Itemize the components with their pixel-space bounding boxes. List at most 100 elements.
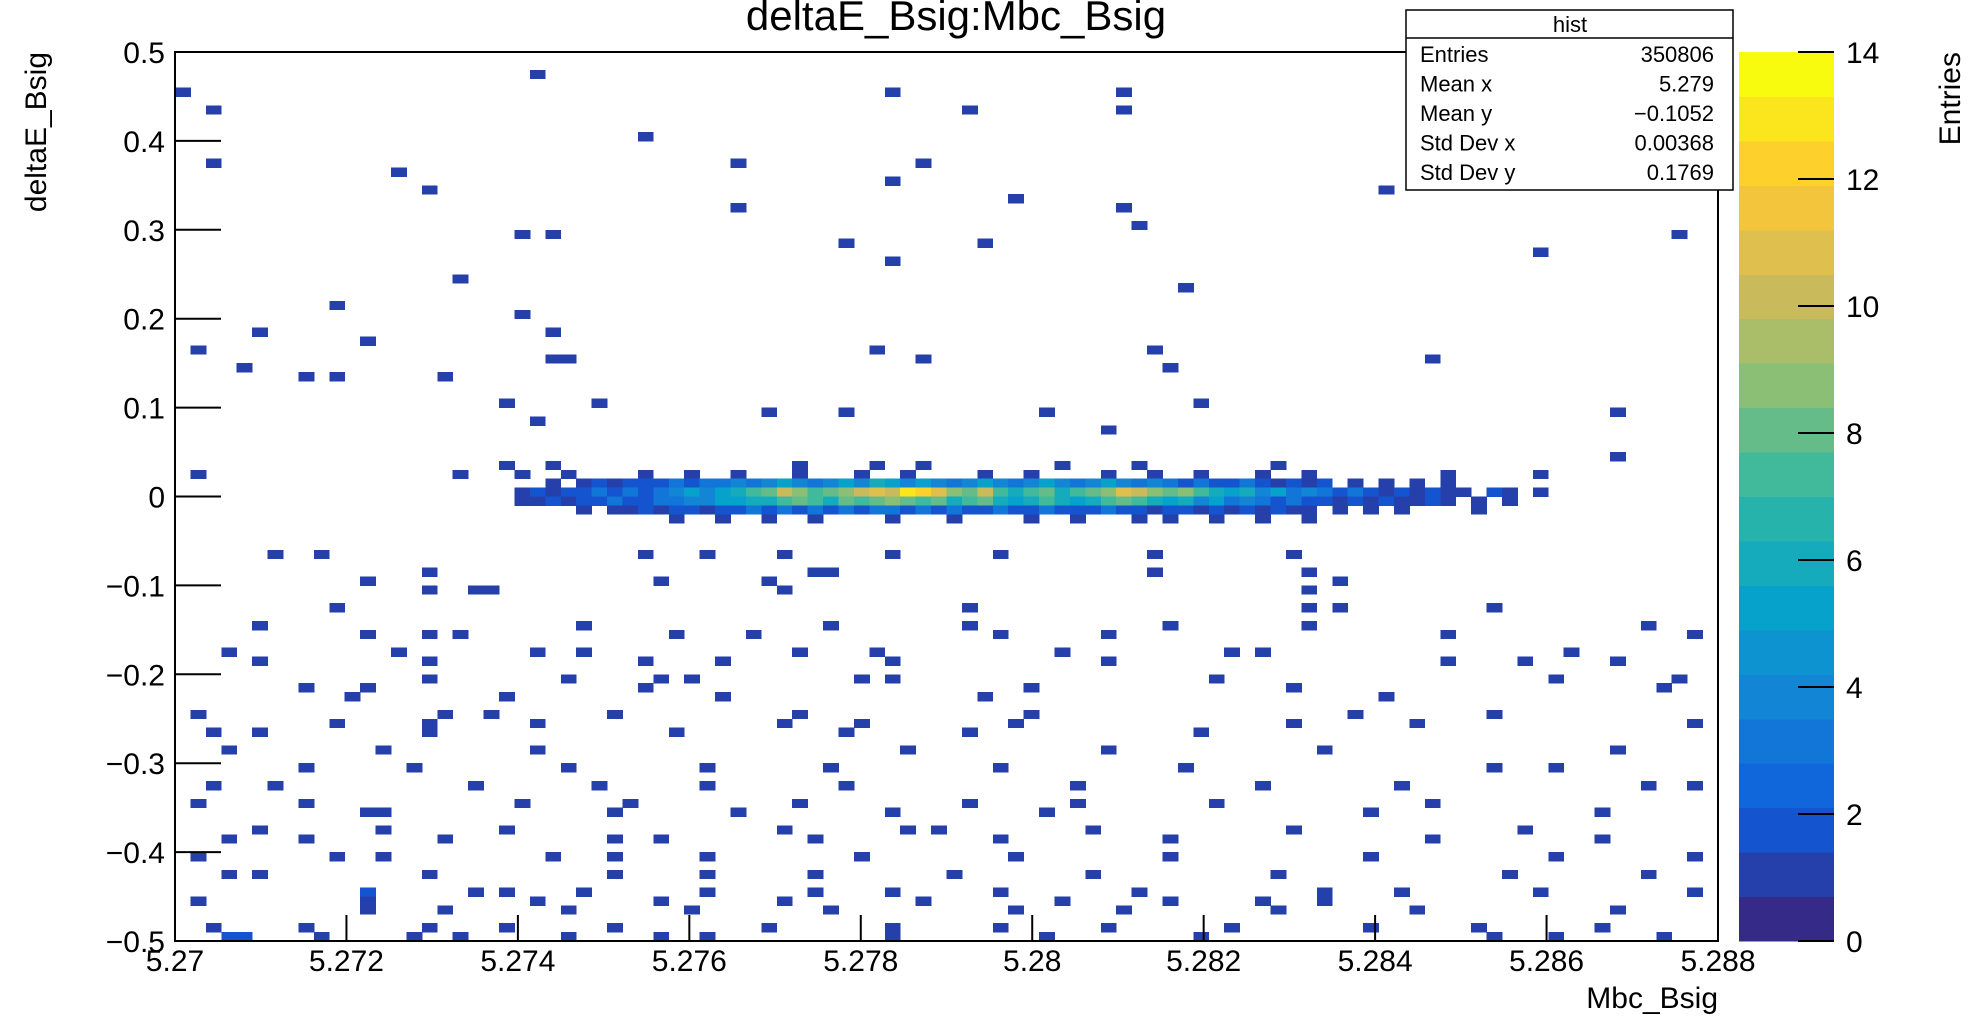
- cell: [761, 478, 778, 489]
- cell: [1008, 505, 1025, 515]
- cell: [853, 674, 870, 684]
- cell: [1085, 478, 1102, 489]
- cell: [1471, 505, 1487, 515]
- cell: [1116, 105, 1133, 115]
- cell: [1409, 905, 1426, 915]
- cell: [529, 647, 546, 657]
- cell: [823, 505, 839, 515]
- cell: [961, 505, 978, 515]
- cell: [1224, 487, 1241, 497]
- cell: [267, 549, 284, 560]
- cell: [1393, 496, 1410, 506]
- cell: [1594, 834, 1611, 844]
- cell: [1177, 496, 1194, 506]
- cell: [190, 469, 207, 480]
- cell: [653, 478, 670, 489]
- y-tick-label: −0.1: [106, 570, 165, 603]
- cell: [576, 647, 593, 657]
- cell: [560, 469, 577, 480]
- cell: [931, 478, 947, 489]
- x-tick-label: 5.288: [1680, 945, 1755, 978]
- cell: [1424, 798, 1441, 809]
- cell: [961, 727, 978, 737]
- cell: [1239, 487, 1256, 497]
- cell: [1501, 869, 1518, 880]
- cell: [730, 158, 747, 168]
- cell: [1039, 487, 1055, 497]
- cell: [298, 923, 315, 933]
- cell: [884, 807, 901, 817]
- cell: [1147, 345, 1163, 355]
- cell: [298, 372, 315, 382]
- cell: [684, 487, 701, 497]
- cell: [1023, 505, 1040, 515]
- cell: [1224, 647, 1241, 657]
- cell: [1162, 896, 1179, 906]
- cell: [1239, 478, 1256, 489]
- cell: [730, 496, 747, 506]
- cell: [807, 478, 824, 489]
- cell: [1656, 932, 1673, 942]
- x-tick-label: 5.284: [1338, 945, 1413, 978]
- cell: [1285, 496, 1302, 506]
- cell: [607, 807, 623, 817]
- cell: [915, 478, 932, 489]
- cell: [699, 763, 716, 773]
- cell: [745, 487, 762, 497]
- cell: [560, 674, 577, 684]
- cell: [252, 869, 268, 880]
- cell: [730, 487, 747, 497]
- cell: [1548, 763, 1565, 773]
- cell: [1069, 496, 1086, 506]
- cell: [776, 549, 793, 560]
- cell: [1548, 674, 1565, 684]
- cell: [653, 496, 670, 506]
- cell: [1208, 514, 1225, 524]
- cell: [946, 869, 963, 880]
- cell: [1332, 505, 1349, 515]
- cell: [961, 487, 978, 497]
- cell: [375, 807, 392, 817]
- cell: [483, 709, 500, 720]
- cell: [607, 496, 623, 506]
- cell: [1131, 887, 1148, 897]
- cell: [1100, 745, 1117, 755]
- cell: [421, 674, 438, 684]
- cell: [668, 727, 685, 737]
- cell: [1255, 896, 1271, 906]
- stat-value: 350806: [1641, 42, 1714, 67]
- cell: [1316, 896, 1333, 906]
- cell: [1671, 229, 1688, 240]
- cell: [421, 629, 438, 640]
- cell: [1239, 505, 1256, 515]
- cell: [1224, 923, 1241, 933]
- cell: [1301, 585, 1318, 595]
- z-tick-label: 8: [1846, 418, 1863, 451]
- cell: [1255, 487, 1271, 497]
- cell: [607, 923, 623, 933]
- stats-box: hist Entries 350806 Mean x 5.279 Mean y −0.10…: [1405, 9, 1734, 191]
- cell: [869, 496, 886, 506]
- cell: [915, 896, 932, 906]
- cell: [900, 745, 917, 755]
- cell: [715, 487, 731, 497]
- cell: [1270, 505, 1287, 515]
- cell: [190, 345, 207, 355]
- cell: [730, 807, 747, 817]
- cell: [421, 567, 438, 577]
- cell: [884, 923, 901, 933]
- cell: [236, 363, 253, 373]
- cell: [1085, 825, 1102, 835]
- cell: [668, 629, 685, 640]
- cell: [992, 496, 1009, 506]
- cell: [313, 549, 330, 560]
- cell: [1131, 487, 1148, 497]
- cell: [761, 576, 778, 586]
- cell: [360, 896, 376, 906]
- cell: [190, 896, 207, 906]
- cell: [1177, 478, 1194, 489]
- cell: [915, 487, 932, 497]
- cell: [1116, 87, 1133, 97]
- cell: [807, 567, 824, 577]
- cell: [715, 692, 731, 702]
